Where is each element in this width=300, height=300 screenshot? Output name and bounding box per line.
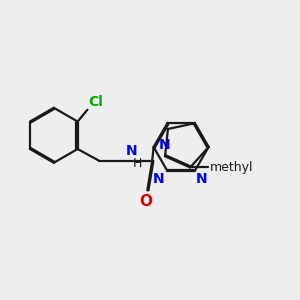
Text: H: H — [133, 157, 142, 170]
Text: O: O — [139, 194, 152, 209]
Text: Cl: Cl — [88, 95, 103, 109]
Text: N: N — [159, 138, 171, 152]
Text: N: N — [126, 144, 137, 158]
Text: methyl: methyl — [210, 161, 253, 174]
Text: N: N — [196, 172, 207, 186]
Text: N: N — [153, 172, 164, 186]
